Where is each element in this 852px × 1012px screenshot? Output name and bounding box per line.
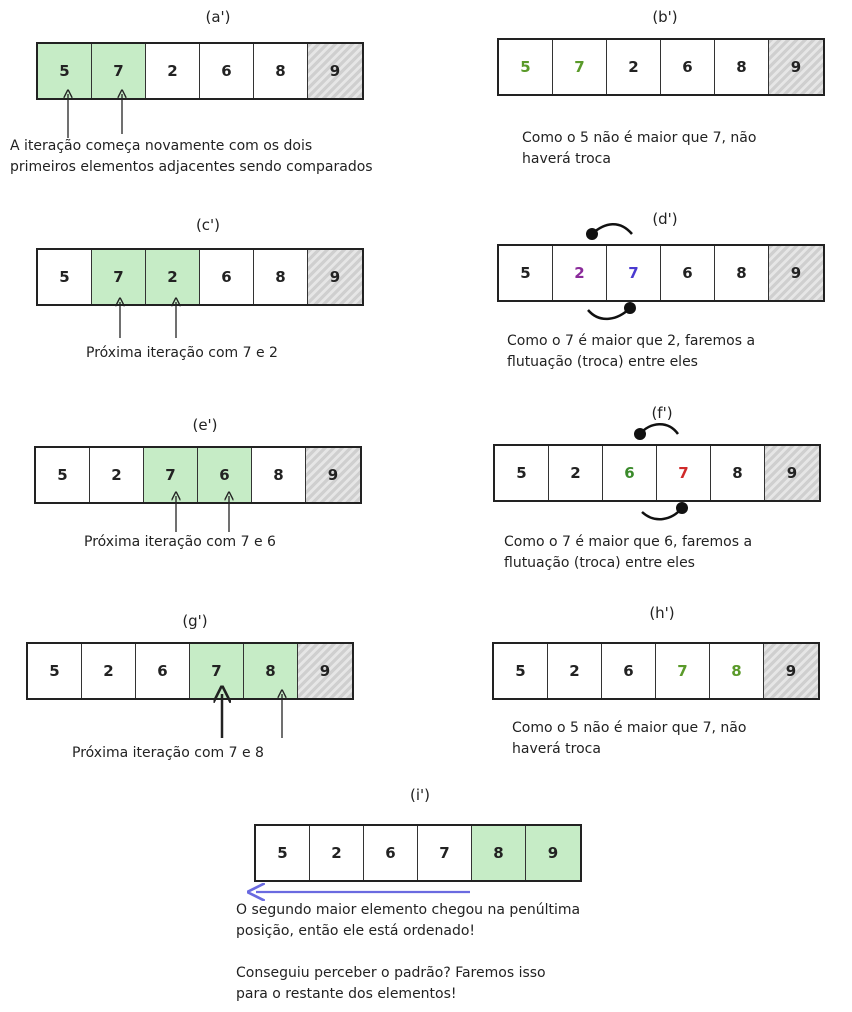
array-cell: 6 (603, 446, 657, 500)
array-cell: 2 (310, 826, 364, 880)
panel-label-a: (a') (205, 8, 231, 26)
array-cell: 6 (364, 826, 418, 880)
array-cell: 5 (38, 44, 92, 98)
panel-label-e: (e') (192, 416, 218, 434)
array-cell: 7 (656, 644, 710, 698)
array-cell: 5 (499, 40, 553, 94)
array-cell: 9 (308, 44, 362, 98)
array-cell: 9 (308, 250, 362, 304)
array-cell: 2 (553, 246, 607, 300)
array-cell: 5 (256, 826, 310, 880)
array-cell: 6 (661, 246, 715, 300)
array-cell: 5 (36, 448, 90, 502)
array-cell: 8 (254, 44, 308, 98)
array-cell: 9 (298, 644, 352, 698)
array-cell: 9 (526, 826, 580, 880)
array-cell: 7 (190, 644, 244, 698)
swap-arrow-bottom (641, 502, 688, 521)
array-cell: 5 (28, 644, 82, 698)
panel-label-f: (f') (651, 404, 673, 422)
array-cell: 8 (244, 644, 298, 698)
array-cell: 7 (92, 44, 146, 98)
swap-arrow-bottom (587, 302, 636, 320)
array-cell: 2 (82, 644, 136, 698)
caption-f: Como o 7 é maior que 6, faremos a flutua… (504, 534, 753, 571)
caption-i: O segundo maior elemento chegou na penúl… (236, 902, 581, 1002)
array-cell: 6 (602, 644, 656, 698)
panel-label-d: (d') (652, 210, 678, 228)
array-cell: 7 (553, 40, 607, 94)
panel-label-b: (b') (652, 8, 678, 26)
caption-c: Próxima iteração com 7 e 2 (86, 345, 278, 361)
caption-e: Próxima iteração com 7 e 6 (84, 534, 276, 550)
array-cell: 6 (136, 644, 190, 698)
array-cell: 8 (711, 446, 765, 500)
array-cell: 9 (765, 446, 819, 500)
array-cell: 2 (549, 446, 603, 500)
array-cell: 6 (200, 44, 254, 98)
caption-a: A iteração começa novamente com os dois … (10, 138, 373, 175)
array-cell: 5 (494, 644, 548, 698)
array-cell: 6 (198, 448, 252, 502)
array-cell: 8 (715, 246, 769, 300)
swap-arrow-top (634, 423, 680, 440)
array-cell: 5 (495, 446, 549, 500)
array-cell: 2 (90, 448, 144, 502)
array-cell: 5 (499, 246, 553, 300)
array-cell: 8 (252, 448, 306, 502)
array-cell: 8 (710, 644, 764, 698)
caption-b: Como o 5 não é maior que 7, não haverá t… (522, 130, 757, 167)
panel-label-g: (g') (182, 612, 208, 630)
array-cell: 2 (607, 40, 661, 94)
array-cell: 2 (146, 44, 200, 98)
panel-label-i: (i') (410, 786, 430, 804)
array-cell: 8 (254, 250, 308, 304)
array-cell: 7 (418, 826, 472, 880)
array-cell: 7 (92, 250, 146, 304)
caption-g: Próxima iteração com 7 e 8 (72, 745, 264, 761)
caption-h: Como o 5 não é maior que 7, não haverá t… (512, 720, 747, 757)
array-cell: 2 (548, 644, 602, 698)
panel-label-h: (h') (649, 604, 675, 622)
array-cell: 6 (200, 250, 254, 304)
array-cell: 7 (144, 448, 198, 502)
array-cell: 7 (607, 246, 661, 300)
array-cell: 9 (769, 40, 823, 94)
array-cell: 8 (472, 826, 526, 880)
array-cell: 8 (715, 40, 769, 94)
array-cell: 9 (306, 448, 360, 502)
array-cell: 7 (657, 446, 711, 500)
array-cell: 9 (764, 644, 818, 698)
array-cell: 6 (661, 40, 715, 94)
array-cell: 9 (769, 246, 823, 300)
array-cell: 5 (38, 250, 92, 304)
array-cell: 2 (146, 250, 200, 304)
panel-label-c: (c') (195, 216, 221, 234)
caption-d: Como o 7 é maior que 2, faremos a flutua… (507, 333, 756, 370)
